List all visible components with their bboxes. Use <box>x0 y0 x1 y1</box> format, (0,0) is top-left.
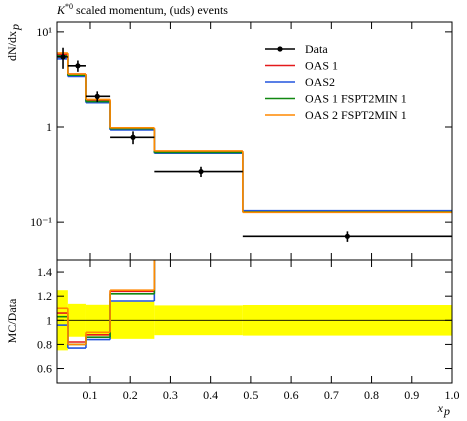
legend-label: OAS 1 <box>305 59 338 73</box>
data-point <box>130 134 136 140</box>
main-plot <box>57 47 452 242</box>
x-label: x <box>437 401 444 415</box>
data-point <box>198 168 204 175</box>
x-tick-label: 0.9 <box>404 388 419 402</box>
legend-label: OAS 1 FSPT2MIN 1 <box>305 92 407 106</box>
y-tick-label: 1 <box>46 313 52 327</box>
y-tick-label: 10⁻¹ <box>30 215 52 229</box>
data-point <box>75 63 81 69</box>
data-point <box>60 54 66 60</box>
plot-frame <box>56 21 453 261</box>
data-point <box>344 233 351 239</box>
legend-label: OAS2 <box>305 75 335 89</box>
x-tick-label: 1.0 <box>445 388 460 402</box>
ratio-plot <box>57 260 452 351</box>
y-tick-label: 1.4 <box>37 265 52 279</box>
x-tick-label: 0.7 <box>324 388 339 402</box>
y-tick-label: 0.6 <box>37 362 52 376</box>
x-tick-label: 0.4 <box>203 388 218 402</box>
x-tick-label: 0.3 <box>163 388 178 402</box>
x-tick-label: 0.8 <box>364 388 379 402</box>
y-axis-label: dN/dx p <box>5 24 22 61</box>
data-point <box>94 93 100 99</box>
legend-label: Data <box>305 42 328 56</box>
legend-swatch <box>277 46 283 52</box>
y-tick-label: 1.2 <box>37 289 52 303</box>
ratio-axis-label: MC/Data <box>5 298 19 343</box>
ratio-label: MC/Data <box>5 298 19 343</box>
x-tick-label: 0.5 <box>243 388 258 402</box>
x-tick-label: 0.6 <box>284 388 299 402</box>
y-tick-label: 1 <box>46 120 52 134</box>
y-tick-label: 0.8 <box>37 337 52 351</box>
x-tick-label: 0.1 <box>82 388 97 402</box>
axes: Data OAS 1 OAS2 OAS 1 FSPT2MIN 1 OAS 2 FSPT2… <box>30 21 460 402</box>
y-label: dN/dx <box>5 31 19 61</box>
legend-label: OAS 2 FSPT2MIN 1 <box>305 108 407 122</box>
x-label-sub: p <box>443 404 450 418</box>
y-label-sub: p <box>8 24 22 31</box>
plot-frame <box>56 259 453 384</box>
chart-title: K*0 scaled momentum, (uds) events <box>56 2 228 17</box>
y-tick-label: 10¹ <box>36 25 52 39</box>
x-tick-label: 0.2 <box>123 388 138 402</box>
